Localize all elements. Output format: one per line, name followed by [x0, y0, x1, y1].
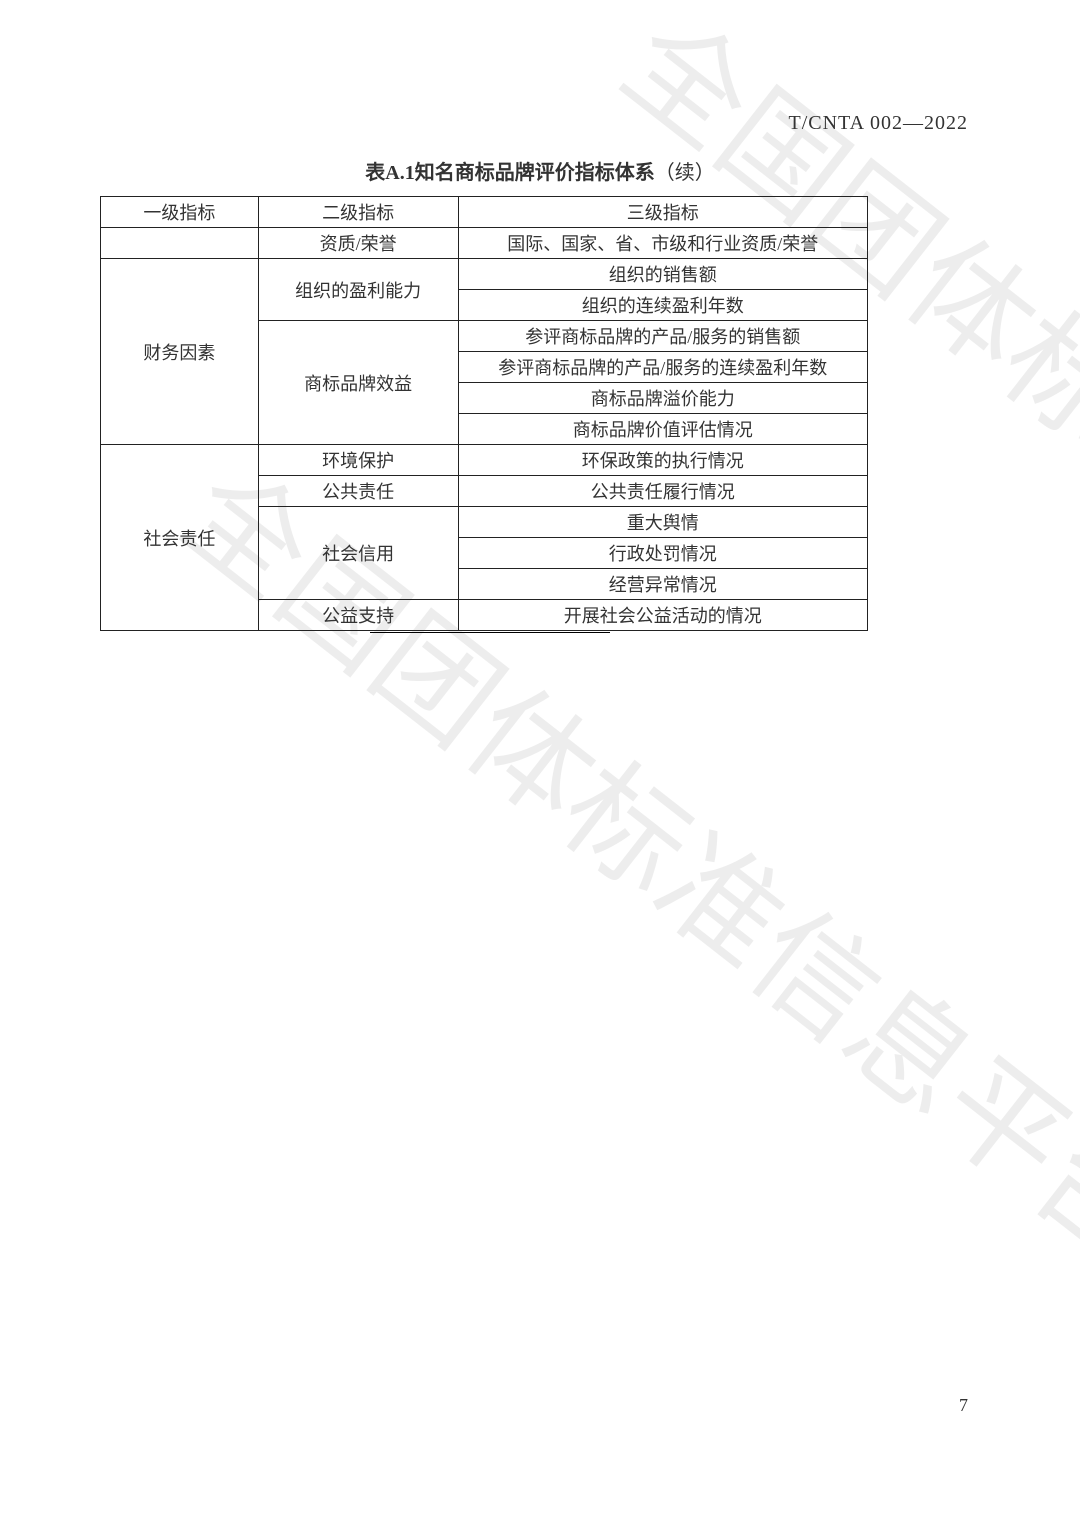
cell-level3: 商标品牌价值评估情况 [458, 414, 867, 445]
table-title-main: 表A.1知名商标品牌评价指标体系 [365, 162, 654, 184]
header-level2: 二级指标 [258, 197, 458, 228]
cell-level2-environment: 环境保护 [258, 445, 458, 476]
table-row: 财务因素 组织的盈利能力 组织的销售额 [101, 259, 868, 290]
cell-level3: 重大舆情 [458, 507, 867, 538]
cell-level2-brand-benefit: 商标品牌效益 [258, 321, 458, 445]
section-divider [370, 632, 610, 633]
cell-level3: 商标品牌溢价能力 [458, 383, 867, 414]
document-page: 全国团体标准信息平台 全国团体标准信息平台 T/CNTA 002—2022 表A… [0, 0, 1080, 1526]
cell-level3: 组织的连续盈利年数 [458, 290, 867, 321]
cell-level3: 组织的销售额 [458, 259, 867, 290]
cell-level1-blank [101, 228, 259, 259]
table-title: 表A.1知名商标品牌评价指标体系（续） [0, 156, 1080, 185]
cell-level3: 环保政策的执行情况 [458, 445, 867, 476]
cell-level3: 行政处罚情况 [458, 538, 867, 569]
cell-level1-social: 社会责任 [101, 445, 259, 631]
page-number: 7 [959, 1395, 968, 1416]
header-level3: 三级指标 [458, 197, 867, 228]
cell-level3: 公共责任履行情况 [458, 476, 867, 507]
cell-level2-profitability: 组织的盈利能力 [258, 259, 458, 321]
cell-level3: 参评商标品牌的产品/服务的连续盈利年数 [458, 352, 867, 383]
table-row: 社会责任 环境保护 环保政策的执行情况 [101, 445, 868, 476]
table-title-suffix: （续） [655, 162, 715, 184]
indicator-table-full: 一级指标 二级指标 三级指标 资质/荣誉 国际、国家、省、市级和行业资质/荣誉 … [100, 196, 868, 631]
cell-level3: 开展社会公益活动的情况 [458, 600, 867, 631]
cell-level3: 参评商标品牌的产品/服务的销售额 [458, 321, 867, 352]
cell-level2-public-welfare: 公益支持 [258, 600, 458, 631]
table-header-row: 一级指标 二级指标 三级指标 [101, 197, 868, 228]
header-level1: 一级指标 [101, 197, 259, 228]
cell-level3: 经营异常情况 [458, 569, 867, 600]
cell-level2-social-credit: 社会信用 [258, 507, 458, 600]
cell-level2: 资质/荣誉 [258, 228, 458, 259]
cell-level2-public-duty: 公共责任 [258, 476, 458, 507]
table-row: 资质/荣誉 国际、国家、省、市级和行业资质/荣誉 [101, 228, 868, 259]
cell-level3: 国际、国家、省、市级和行业资质/荣誉 [458, 228, 867, 259]
standard-code: T/CNTA 002—2022 [788, 112, 968, 135]
cell-level1-financial: 财务因素 [101, 259, 259, 445]
